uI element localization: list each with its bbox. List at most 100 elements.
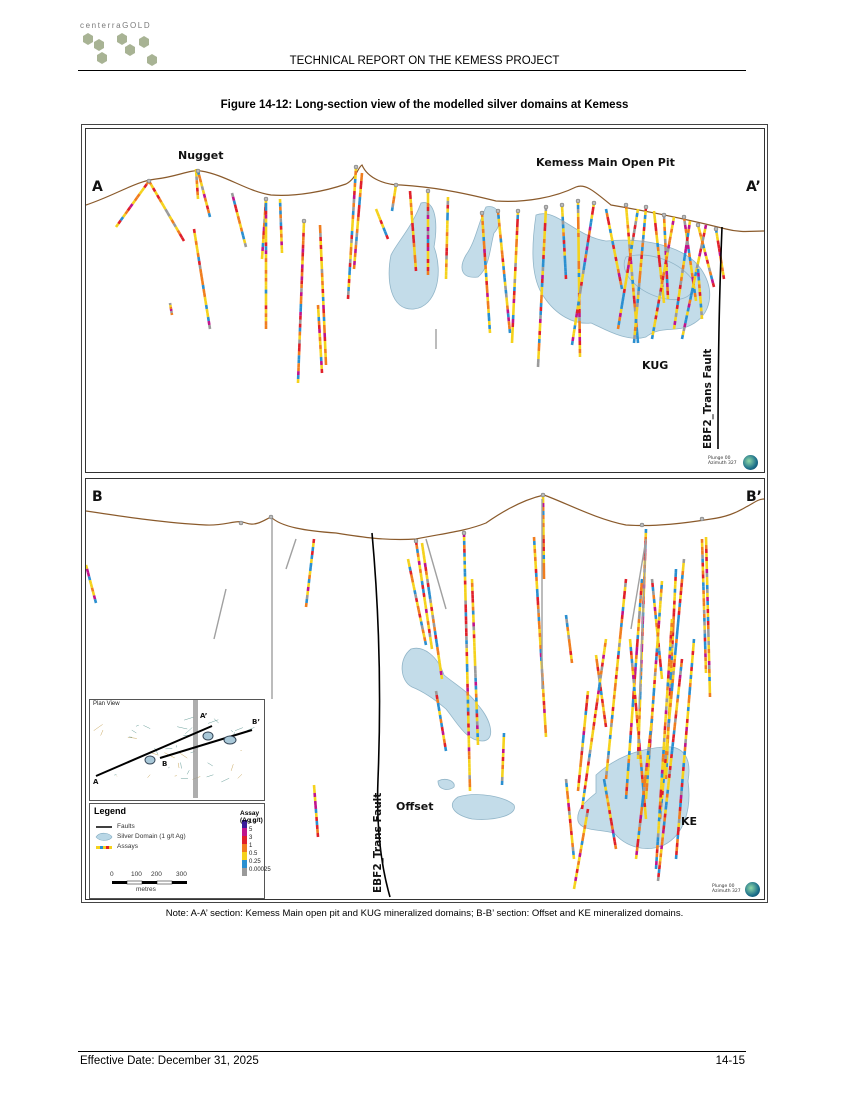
plan-drill-trace: [154, 747, 159, 755]
assay-interval: [415, 601, 420, 607]
assay-interval: [156, 194, 161, 200]
assay-interval: [390, 207, 394, 212]
drillhole-collars: [238, 492, 705, 544]
assay-interval: [581, 832, 586, 838]
assay-interval: [590, 737, 594, 742]
assay-interval: [685, 236, 689, 242]
assay-interval: [420, 580, 424, 586]
assay-interval: [674, 312, 678, 318]
plan-drill-trace: [186, 770, 190, 775]
assay-interval: [154, 190, 159, 196]
assay-interval: [596, 690, 601, 695]
assay-interval: [610, 821, 614, 826]
assay-color-swatch: [242, 820, 247, 828]
assay-interval: [114, 222, 120, 228]
collar-marker: [268, 514, 274, 520]
effective-date: Effective Date: December 31, 2025: [80, 1055, 259, 1067]
drillhole-trace: [213, 588, 227, 640]
assay-interval: [601, 702, 605, 708]
legend-box: Legend Faults Silver Domain (1 g/t Ag) A…: [89, 803, 271, 899]
collar-marker: [146, 178, 152, 184]
assay-interval: [606, 798, 610, 803]
drillhole-trace: [630, 538, 647, 630]
collar-marker: [695, 222, 701, 228]
assay-interval: [636, 208, 640, 214]
assay-interval: [669, 232, 673, 237]
assay-interval: [574, 872, 579, 878]
assay-interval: [567, 634, 571, 640]
assay-interval: [413, 590, 417, 595]
assay-interval: [599, 690, 603, 696]
assay-interval: [687, 224, 691, 230]
assay-interval: [690, 287, 695, 293]
collar-marker: [413, 538, 419, 544]
assay-interval: [126, 206, 132, 212]
assay-interval: [170, 219, 175, 225]
assay-value: 1: [249, 843, 253, 849]
assay-interval: [566, 630, 570, 636]
assay-interval: [578, 293, 582, 298]
assay-interval: [589, 745, 593, 750]
assay-interval: [613, 841, 617, 846]
nugget-label: Nugget: [178, 149, 224, 162]
assay-interval: [683, 224, 688, 230]
scale-tick: 200: [151, 871, 162, 878]
assay-interval: [208, 324, 212, 330]
assay-interval: [689, 295, 693, 300]
assay-interval: [594, 654, 598, 660]
assay-interval: [421, 546, 425, 552]
assay-interval: [377, 216, 382, 221]
assay-interval: [695, 264, 699, 269]
collar-marker: [643, 204, 649, 210]
assay-interval: [421, 550, 426, 556]
assay-interval: [584, 816, 588, 822]
assay-interval: [584, 777, 588, 782]
assay-interval: [131, 199, 136, 205]
assay-interval: [703, 228, 707, 234]
assay-interval: [667, 244, 671, 249]
assay-interval: [426, 620, 430, 626]
assay-interval: [589, 741, 593, 746]
assay-interval: [699, 244, 704, 249]
assay-interval: [442, 738, 446, 744]
assay-interval: [684, 319, 688, 324]
assay-interval: [437, 706, 441, 712]
assay-color-swatch: [242, 860, 247, 868]
assay-interval: [614, 256, 618, 262]
assay-interval: [178, 233, 184, 239]
collar-marker: [238, 520, 244, 526]
plan-drill-trace: [180, 777, 188, 780]
assay-color-swatch: [242, 868, 247, 876]
collar-marker: [353, 164, 359, 170]
assay-interval: [650, 334, 654, 340]
assay-interval: [689, 264, 693, 270]
assay-value: 10: [249, 819, 256, 825]
assay-interval: [565, 622, 569, 628]
assay-interval: [591, 206, 595, 212]
assay-interval: [425, 574, 429, 580]
assay-interval: [676, 300, 680, 306]
assay-interval: [587, 753, 592, 758]
assay-interval: [680, 334, 685, 340]
section-a-start-label: A: [92, 179, 103, 195]
assay-interval: [119, 216, 125, 222]
assay-interval: [597, 686, 601, 691]
assay-interval: [438, 662, 442, 668]
assay-interval: [158, 197, 163, 203]
assay-interval: [582, 828, 586, 834]
assay-interval: [427, 628, 431, 634]
assay-interval: [583, 785, 587, 790]
assay-interval: [698, 232, 703, 237]
assay-interval: [195, 248, 200, 254]
assay-interval: [706, 263, 711, 268]
assay-interval: [687, 248, 691, 254]
assay-interval: [579, 844, 583, 850]
domain-symbol: [95, 832, 113, 841]
assay-interval: [204, 201, 209, 206]
assay-interval: [686, 244, 690, 250]
assay-interval: [438, 714, 442, 720]
assay-interval: [133, 196, 139, 202]
assay-interval: [198, 178, 203, 183]
assay-interval: [702, 232, 706, 238]
plan-drill-trace: [131, 729, 137, 734]
